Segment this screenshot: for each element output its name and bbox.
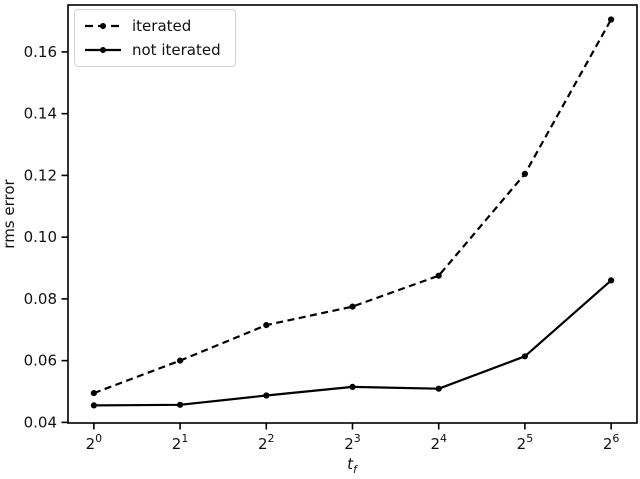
data-point-marker-not-iterated — [349, 383, 356, 390]
data-point-marker-not-iterated — [435, 385, 442, 392]
data-point-marker-not-iterated — [521, 353, 529, 360]
x-tick-label: 23 — [344, 432, 361, 453]
x-tick-label: 20 — [86, 432, 103, 453]
legend-label-iterated: iterated — [132, 17, 192, 35]
y-tick-label: 0.10 — [24, 228, 57, 246]
series-line-iterated — [93, 18, 613, 395]
legend-line-solid-icon — [85, 47, 121, 53]
legend-entry-not-iterated: not iterated — [84, 41, 221, 59]
x-axis-label: tf — [347, 455, 357, 476]
data-point-marker-not-iterated — [263, 392, 270, 399]
y-axis-label: rms error — [0, 179, 18, 249]
legend: iterated not iterated — [74, 9, 236, 67]
data-point-marker-iterated — [349, 303, 356, 310]
legend-label-not-iterated: not iterated — [132, 41, 221, 59]
plot-frame — [67, 4, 638, 424]
data-point-marker-not-iterated — [90, 402, 97, 409]
y-tick-label: 0.06 — [24, 352, 57, 370]
data-point-marker-iterated — [263, 322, 270, 329]
data-point-marker-iterated — [435, 272, 442, 279]
data-point-marker-not-iterated — [177, 401, 184, 408]
data-point-marker-not-iterated — [608, 277, 615, 284]
x-tick-label: 24 — [430, 432, 447, 453]
legend-entry-iterated: iterated — [84, 17, 221, 35]
y-tick-label: 0.08 — [24, 290, 57, 308]
x-axis-label-subscript: f — [353, 463, 357, 476]
x-tick-label: 21 — [172, 432, 189, 453]
x-tick-label: 22 — [258, 432, 275, 453]
data-point-marker-iterated — [608, 16, 615, 23]
x-tick-label: 25 — [517, 432, 534, 453]
y-tick-label: 0.14 — [24, 105, 57, 123]
x-tick-label: 26 — [603, 432, 620, 453]
y-tick-label: 0.12 — [24, 166, 57, 184]
data-point-marker-iterated — [90, 390, 97, 397]
y-tick-label: 0.16 — [24, 43, 57, 61]
data-point-marker-iterated — [521, 170, 529, 177]
y-tick-label: 0.04 — [24, 413, 57, 431]
legend-line-dashed-icon — [85, 23, 121, 29]
x-axis-label-base: t — [347, 455, 354, 473]
data-point-marker-iterated — [177, 357, 184, 364]
